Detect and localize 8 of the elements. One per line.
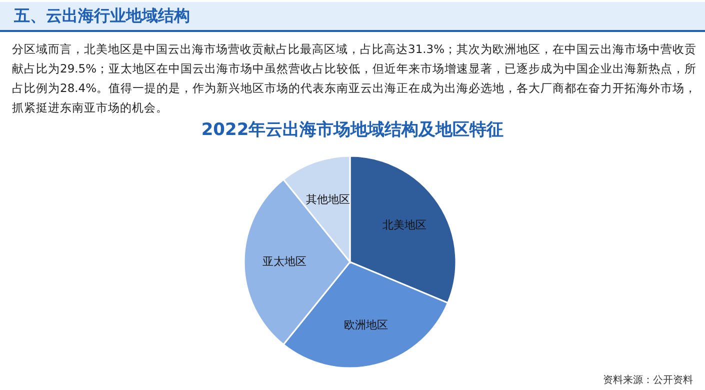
slice-label: 欧洲地区	[344, 318, 388, 332]
text: 资料来源：公开资料	[603, 374, 693, 386]
slice-label: 北美地区	[382, 218, 427, 232]
text: 五、云出海行业地域结构	[13, 6, 190, 25]
chart-title: 2022年云出海市场地域结构及地区特征	[201, 120, 504, 140]
slice-label: 亚太地区	[262, 255, 306, 268]
slice-label: 其他地区	[306, 193, 350, 206]
text: 分区域而言，北美地区是中国云出海市场营收贡献占比最高区域，占比高达31.3%；其次为欧洲地区，在中国云出海市场中营收贡献占比为29.5%；亚太地区在中国云出海市场中虽然营收占比较低，但近年来市场增速显著，已逐步成为中国企业出海新热点，所占比例为28.4%。值得一提的是，作为新兴地区市场的代表东南亚云出海正在成为出海必选地，各大厂商都在奋力开拓海外市场，抓紧挺进东南亚市场的机会。	[12, 42, 697, 114]
